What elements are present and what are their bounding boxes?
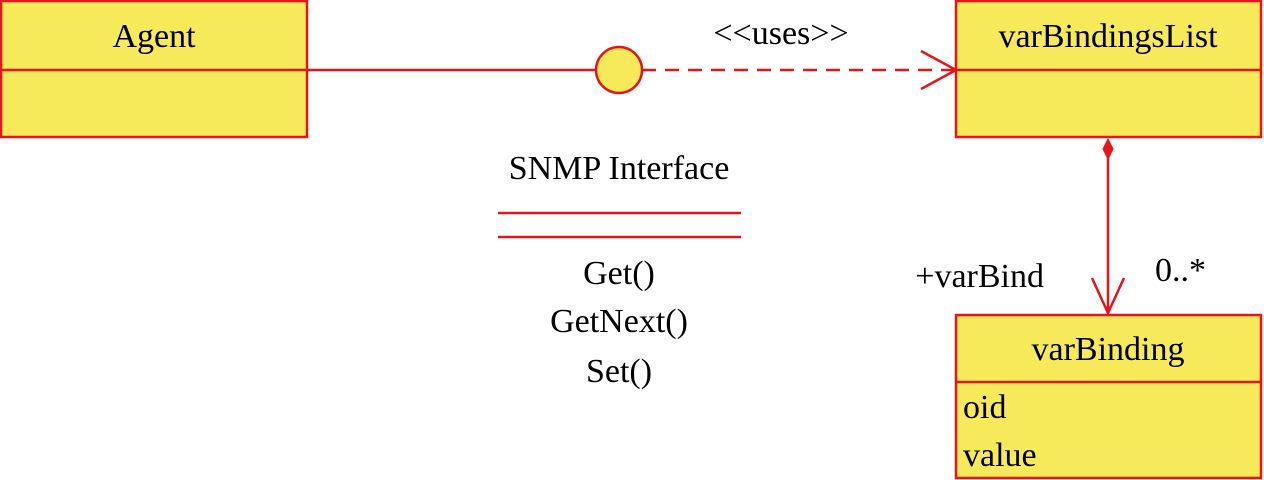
uses-stereotype-label: <<uses>>	[713, 15, 848, 52]
var-binding-class[interactable]: varBinding oid value	[954, 313, 1263, 480]
interface-lollipop-icon[interactable]	[594, 45, 644, 95]
interface-operation-set: Set()	[586, 353, 652, 390]
var-binding-attribute-oid: oid	[963, 389, 1006, 426]
var-bindings-list-class-name: varBindingsList	[998, 18, 1218, 55]
uses-dependency-arrowhead-icon	[920, 49, 959, 91]
agent-class-name: Agent	[112, 18, 196, 55]
interface-operation-getnext: GetNext()	[550, 303, 688, 340]
composition-role-label: +varBind	[915, 258, 1044, 295]
var-binding-class-name: varBinding	[1032, 331, 1185, 368]
var-bindings-list-class[interactable]: varBindingsList	[954, 0, 1263, 139]
composition-multiplicity-label: 0..*	[1155, 252, 1206, 289]
interface-operation-get: Get()	[583, 255, 655, 292]
interface-name: SNMP Interface	[509, 150, 730, 187]
snmp-interface-description: SNMP Interface Get() GetNext() Set()	[498, 150, 741, 390]
composition-arrowhead-icon	[1090, 277, 1126, 317]
var-binding-attribute-value: value	[963, 437, 1037, 474]
agent-class[interactable]: Agent	[0, 0, 309, 139]
var-binding-class-box	[954, 313, 1263, 480]
